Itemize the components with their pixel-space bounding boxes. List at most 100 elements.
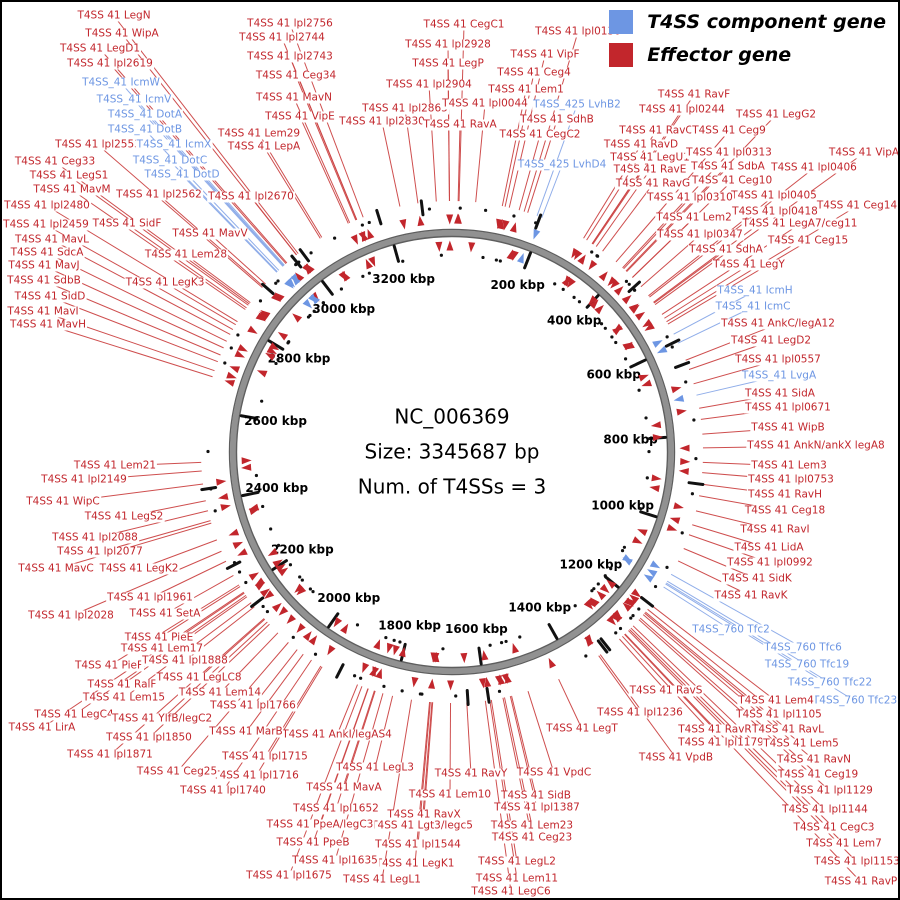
effector-gene-arrow-icon (496, 218, 504, 230)
gene-leader-line (527, 691, 555, 774)
feature-dot (484, 208, 488, 212)
feature-dot (665, 335, 669, 339)
effector-gene-arrow-icon (669, 517, 681, 525)
effector-gene-arrow-icon (606, 579, 617, 589)
gene-leader-line (598, 655, 641, 714)
feature-dot (276, 357, 280, 362)
effector-gene-arrow-icon (296, 623, 306, 633)
feature-dot (359, 676, 363, 680)
gene-leader-line (649, 167, 815, 298)
feature-dot (680, 531, 684, 535)
feature-dot (269, 527, 273, 531)
effector-gene-arrow-icon (399, 218, 407, 230)
effector-gene-arrow-icon (367, 228, 375, 240)
effector-gene-arrow-icon (232, 541, 244, 550)
effector-gene-arrow-icon (296, 585, 307, 596)
gene-leader-line (198, 618, 266, 679)
feature-dot (321, 301, 326, 305)
kbp-label: 3000 kbp (312, 302, 375, 316)
effector-gene-arrow-icon (512, 250, 519, 261)
gene-leader-line (70, 550, 222, 617)
feature-dot (629, 616, 633, 620)
gene-leader-line (449, 702, 452, 796)
feature-dot (592, 587, 596, 591)
gene-leader-line (591, 157, 651, 245)
gene-leader-line (592, 94, 695, 245)
effector-gene-arrow-icon (676, 408, 687, 416)
gene-leader-line (97, 144, 263, 288)
gene-leader-line (629, 629, 845, 845)
gene-leader-line (161, 592, 245, 650)
feature-dot (288, 563, 293, 567)
effector-gene-arrow-icon (215, 478, 227, 486)
gene-leader-line (625, 114, 777, 272)
genome-size: Size: 3345687 bp (364, 439, 540, 464)
gene-leader-line (109, 618, 265, 756)
effector-gene-arrow-icon (649, 485, 660, 493)
kbp-tick (547, 623, 559, 641)
kbp-label: 2200 kbp (271, 543, 334, 557)
feature-dash (261, 282, 275, 296)
effector-gene-arrow-icon (373, 639, 381, 650)
feature-dash (465, 689, 470, 706)
effector-gene-arrow-icon (417, 215, 425, 227)
effector-gene-arrow-icon (623, 597, 634, 607)
kbp-tick (392, 244, 401, 263)
feature-dot (213, 509, 217, 513)
effector-gene-arrow-icon (304, 264, 314, 275)
feature-dot (223, 361, 227, 365)
effector-gene-arrow-icon (447, 680, 455, 691)
component-gene-arrow-icon (652, 340, 663, 348)
feature-dot (308, 587, 312, 591)
effector-gene-arrow-icon (275, 563, 286, 573)
effector-gene-arrow-icon (506, 249, 514, 261)
gene-leader-line (99, 48, 288, 264)
gene-leader-line (466, 702, 472, 775)
gene-leader-line (695, 510, 776, 531)
effector-gene-arrow-icon (333, 617, 343, 628)
feature-dot (237, 570, 242, 574)
effector-gene-arrow-icon (258, 312, 269, 322)
kbp-label: 1600 kbp (445, 622, 508, 636)
kbp-label: 600 kbp (586, 368, 641, 382)
gene-leader-line (120, 82, 285, 266)
component-gene-arrow-icon (291, 275, 301, 286)
feature-dot (313, 652, 318, 656)
component-gene-arrow-icon (649, 560, 661, 569)
effector-gene-arrow-icon (255, 312, 266, 322)
gene-leader-line (289, 23, 364, 218)
gene-leader-line (404, 108, 419, 204)
feature-dot (352, 674, 357, 678)
effector-gene-arrow-icon (260, 310, 271, 319)
effector-gene-arrow-icon (509, 222, 517, 233)
effector-gene-arrow-icon (369, 666, 376, 677)
gene-leader-line (68, 175, 249, 306)
feature-dot (454, 694, 458, 698)
feature-dash (687, 481, 705, 486)
feature-dot (584, 654, 588, 658)
effector-gene-arrow-icon (241, 463, 252, 471)
gene-leader-line (148, 623, 270, 739)
effector-gene-arrow-icon (673, 502, 684, 510)
effector-gene-arrow-icon (265, 352, 276, 361)
feature-dot (261, 604, 265, 609)
effector-gene-arrow-icon (249, 508, 260, 516)
effector-gene-arrow-icon (594, 304, 604, 315)
effector-gene-arrow-icon (468, 242, 476, 253)
effector-gene-arrow-icon (632, 536, 643, 544)
feature-dot (439, 253, 443, 257)
kbp-label: 1000 kbp (591, 499, 654, 513)
gene-leader-line (295, 75, 357, 221)
effector-gene-arrow-icon (638, 374, 649, 382)
feature-dot (647, 449, 651, 454)
feature-dot (637, 607, 641, 611)
effector-gene-arrow-icon (610, 278, 620, 289)
gene-leader-line (623, 197, 691, 270)
feature-dot (603, 574, 607, 578)
effector-gene-arrow-icon (247, 325, 258, 334)
effector-gene-arrow-icon (679, 444, 690, 452)
gene-leader-line (664, 264, 750, 319)
effector-gene-arrow-icon (224, 380, 236, 387)
